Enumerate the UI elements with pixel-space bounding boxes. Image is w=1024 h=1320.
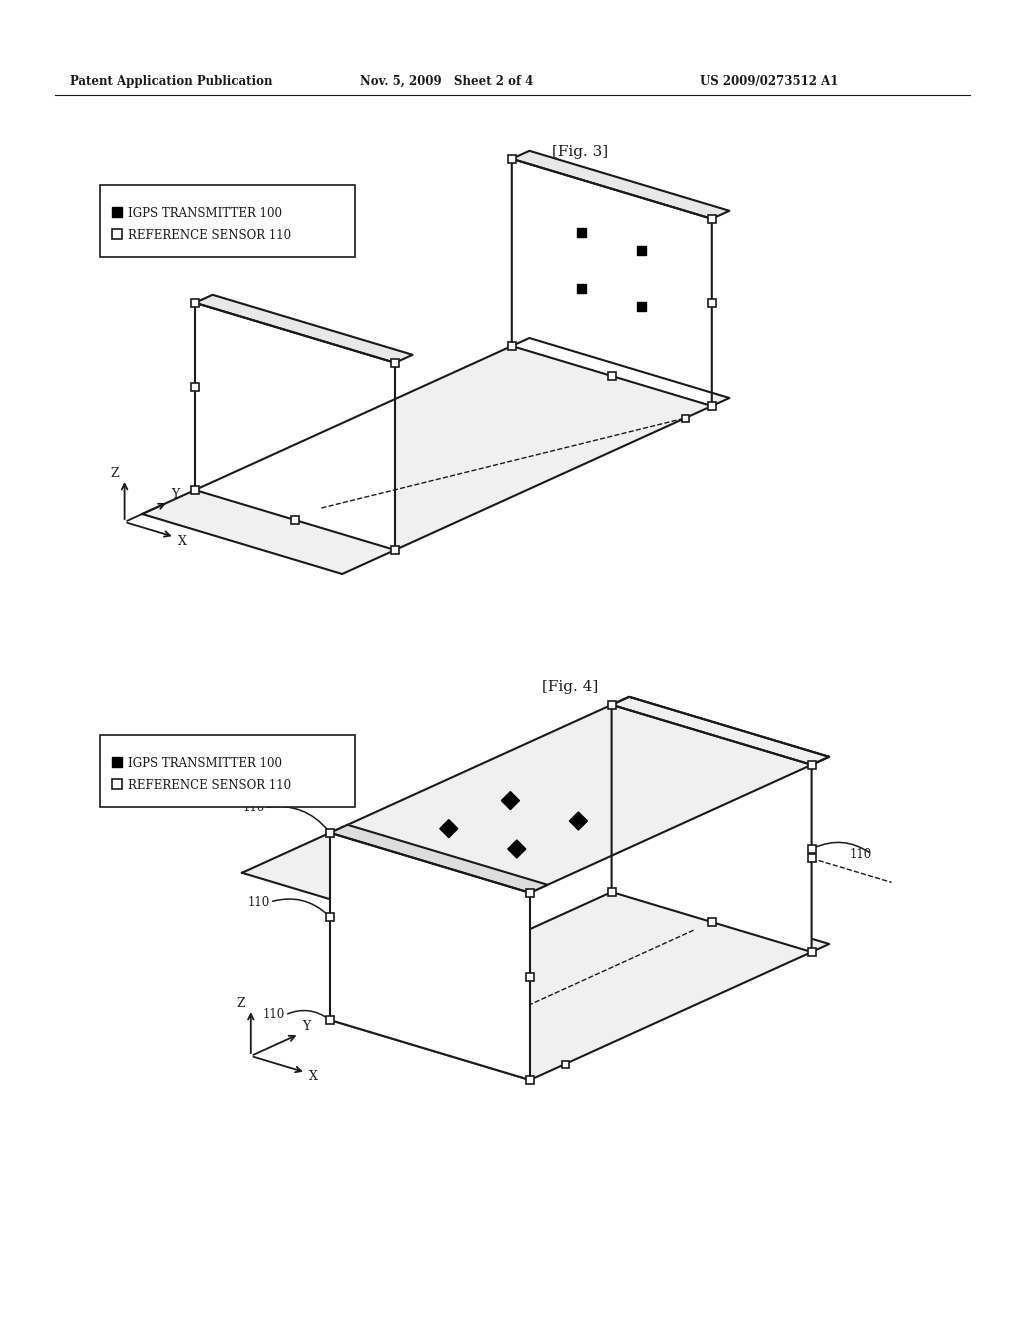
Polygon shape xyxy=(142,338,729,574)
Text: 110: 110 xyxy=(402,964,425,977)
Bar xyxy=(391,546,399,554)
Bar xyxy=(191,383,199,391)
Bar xyxy=(682,414,689,421)
Bar xyxy=(607,888,615,896)
Text: Z: Z xyxy=(111,467,119,480)
Bar xyxy=(608,372,615,380)
Bar xyxy=(708,300,716,308)
Text: Y: Y xyxy=(172,488,180,502)
Text: REFERENCE SENSOR 110: REFERENCE SENSOR 110 xyxy=(128,228,291,242)
Polygon shape xyxy=(512,158,712,407)
Bar xyxy=(112,228,122,239)
Polygon shape xyxy=(439,820,458,838)
Text: [Fig. 3]: [Fig. 3] xyxy=(552,145,608,158)
Bar xyxy=(562,1060,568,1068)
Bar xyxy=(808,760,815,768)
Text: 110: 110 xyxy=(263,1008,285,1022)
Text: IGPS TRANSMITTER 100: IGPS TRANSMITTER 100 xyxy=(128,756,282,770)
Text: Nov. 5, 2009   Sheet 2 of 4: Nov. 5, 2009 Sheet 2 of 4 xyxy=(360,75,534,88)
Text: 110: 110 xyxy=(248,895,270,908)
Bar xyxy=(508,154,516,162)
Bar xyxy=(508,342,516,350)
Bar xyxy=(708,403,716,411)
Polygon shape xyxy=(195,302,395,550)
Bar xyxy=(112,756,122,767)
Bar xyxy=(112,207,122,216)
Bar xyxy=(291,516,299,524)
Bar xyxy=(578,228,587,236)
Bar xyxy=(637,246,646,255)
Text: REFERENCE SENSOR 110: REFERENCE SENSOR 110 xyxy=(128,779,291,792)
Bar xyxy=(808,948,815,956)
Bar xyxy=(526,973,534,981)
Bar xyxy=(100,735,355,807)
Text: IGPS TRANSMITTER 100: IGPS TRANSMITTER 100 xyxy=(128,207,282,220)
Bar xyxy=(191,486,199,494)
Text: [Fig. 4]: [Fig. 4] xyxy=(542,680,598,694)
Text: X: X xyxy=(309,1071,317,1084)
Polygon shape xyxy=(569,812,588,830)
Text: 110: 110 xyxy=(849,847,871,861)
Bar xyxy=(578,284,587,293)
Bar xyxy=(191,298,199,306)
Text: 110: 110 xyxy=(243,801,265,814)
Polygon shape xyxy=(611,697,829,764)
Polygon shape xyxy=(195,294,413,363)
Bar xyxy=(607,701,615,709)
Text: Z: Z xyxy=(237,997,246,1010)
Bar xyxy=(391,359,399,367)
Text: US 2009/0273512 A1: US 2009/0273512 A1 xyxy=(700,75,839,88)
Bar xyxy=(526,1076,534,1084)
Bar xyxy=(808,845,815,853)
Polygon shape xyxy=(512,150,729,219)
Bar xyxy=(708,215,716,223)
Polygon shape xyxy=(242,697,829,933)
Polygon shape xyxy=(330,884,829,1080)
Bar xyxy=(100,185,355,257)
Bar xyxy=(808,854,815,862)
Bar xyxy=(326,1016,334,1024)
Bar xyxy=(526,888,534,896)
Polygon shape xyxy=(330,825,548,892)
Polygon shape xyxy=(330,833,530,1080)
Text: X: X xyxy=(177,535,186,548)
Polygon shape xyxy=(508,840,525,858)
Polygon shape xyxy=(502,792,519,809)
Bar xyxy=(326,913,334,921)
Bar xyxy=(637,302,646,312)
Bar xyxy=(708,917,716,927)
Bar xyxy=(326,829,334,837)
Polygon shape xyxy=(611,705,812,952)
Text: Patent Application Publication: Patent Application Publication xyxy=(70,75,272,88)
Bar xyxy=(112,779,122,789)
Text: Y: Y xyxy=(302,1020,310,1034)
